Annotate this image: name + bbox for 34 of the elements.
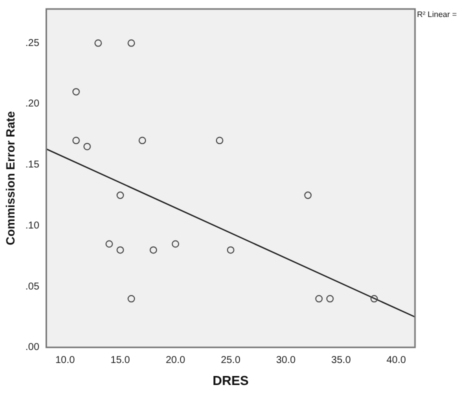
y-tick-label: .15 — [25, 160, 40, 171]
y-axis-title: Commission Error Rate — [4, 110, 18, 246]
x-tick-label: 30.0 — [276, 355, 296, 366]
point — [172, 240, 180, 248]
x-tick-label: 10.0 — [55, 355, 76, 366]
y-tick-label: .00 — [25, 342, 40, 354]
point — [116, 246, 124, 254]
point — [315, 295, 323, 302]
y-tick-label: .10 — [25, 220, 40, 232]
x-tick-label: 15.0 — [110, 355, 130, 366]
point — [94, 39, 102, 47]
point — [304, 192, 312, 199]
point — [370, 295, 378, 302]
y-tick-label: .25 — [25, 38, 40, 49]
point — [128, 295, 135, 302]
x-tick-label: 40.0 — [386, 355, 406, 366]
y-tick-label: .05 — [25, 281, 40, 292]
point — [116, 192, 124, 199]
x-tick-label: 20.0 — [166, 355, 186, 366]
point — [128, 39, 135, 47]
point — [216, 136, 224, 144]
point — [150, 246, 158, 254]
x-axis-title: DRES — [212, 372, 250, 388]
x-tick-label: 25.0 — [220, 355, 241, 366]
point — [83, 142, 91, 150]
point — [72, 88, 80, 96]
point — [138, 136, 146, 144]
point — [106, 240, 113, 248]
point — [226, 246, 234, 254]
point — [72, 136, 80, 144]
x-tick-label: 35.0 — [331, 355, 352, 366]
text: R² Linear = — [417, 10, 458, 20]
point — [326, 295, 334, 302]
y-tick-label: .20 — [25, 98, 40, 110]
